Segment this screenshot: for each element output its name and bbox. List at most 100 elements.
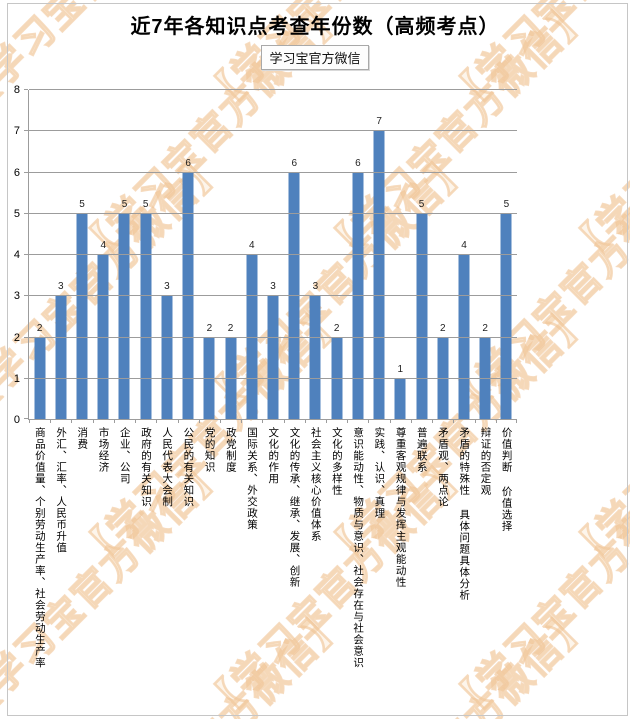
y-axis-label-1: 1 bbox=[13, 372, 20, 385]
y-tick-5 bbox=[24, 212, 28, 214]
x-tick bbox=[177, 419, 179, 423]
bar-value-label: 5 bbox=[503, 198, 510, 210]
y-tick-0 bbox=[24, 418, 28, 419]
bar-value-label: 4 bbox=[100, 240, 107, 251]
x-tick bbox=[304, 419, 306, 423]
bar-value-label: 5 bbox=[418, 198, 425, 210]
x-tick bbox=[347, 419, 349, 423]
x-tick bbox=[92, 419, 94, 423]
x-tick bbox=[495, 419, 497, 423]
chart-subtitle-wrap: 学习宝官方微信 bbox=[0, 45, 630, 70]
x-axis-category-label: 消费 bbox=[76, 427, 89, 450]
chart-title: 近7年各知识点考查年份数（高频考点） bbox=[130, 16, 500, 38]
bar bbox=[373, 130, 385, 419]
y-axis-label-6: 6 bbox=[13, 166, 20, 179]
gridline-4 bbox=[29, 254, 517, 255]
x-tick bbox=[283, 419, 285, 423]
chart-subtitle: 学习宝官方微信 bbox=[261, 45, 369, 70]
bar-column: 5 企业、公司 bbox=[114, 90, 135, 485]
x-axis-category-label: 外汇、汇率、人民币升值 bbox=[55, 427, 68, 554]
bar-column: 3 人民代表大会制 bbox=[156, 90, 177, 507]
x-tick bbox=[389, 419, 391, 423]
x-axis-category-label: 人民代表大会制 bbox=[161, 427, 174, 508]
x-tick bbox=[368, 419, 370, 423]
bar-value-label: 2 bbox=[36, 322, 43, 334]
x-axis-category-label: 企业、公司 bbox=[118, 427, 131, 485]
bar-value-label: 5 bbox=[79, 198, 85, 210]
watermark-tile: 【学习宝官方微信】 bbox=[560, 0, 630, 276]
x-tick bbox=[71, 419, 73, 423]
bar-column: 5 消费 bbox=[71, 90, 92, 450]
x-tick bbox=[241, 419, 243, 423]
y-axis-label-3: 3 bbox=[13, 290, 20, 303]
bar bbox=[76, 212, 88, 419]
x-tick bbox=[219, 419, 221, 423]
x-tick bbox=[326, 419, 328, 423]
bar bbox=[394, 377, 406, 419]
watermark-tile: 【学习宝官方微信】 bbox=[553, 591, 630, 719]
gridline-3 bbox=[29, 295, 517, 297]
gridline-1 bbox=[29, 377, 517, 379]
gridline-6 bbox=[29, 171, 517, 173]
x-axis-category-label: 市场经济 bbox=[97, 427, 110, 473]
bar-column: 1 尊重客观规律与发挥主观能动性 bbox=[390, 90, 411, 588]
gridline-8 bbox=[29, 89, 517, 90]
watermark-tile: 【学习宝官方微信】 bbox=[560, 294, 630, 580]
x-axis-category-label: 普遍联系 bbox=[415, 427, 428, 473]
y-tick-2 bbox=[24, 336, 28, 338]
bar-column: 5 价值判断 价值选择 bbox=[496, 90, 517, 532]
bar-value-label: 3 bbox=[312, 281, 319, 293]
bar bbox=[55, 295, 67, 419]
bar-value-label: 2 bbox=[482, 322, 488, 334]
bar bbox=[161, 295, 173, 419]
y-tick-3 bbox=[24, 295, 28, 297]
bar bbox=[500, 212, 512, 419]
bar bbox=[267, 295, 279, 419]
x-tick bbox=[432, 419, 434, 423]
gridline-2 bbox=[29, 336, 517, 338]
y-tick-7 bbox=[24, 130, 28, 132]
y-tick-4 bbox=[24, 254, 28, 255]
y-tick-6 bbox=[24, 171, 28, 173]
plot-area: 2 商品价值量、个别劳动生产率、社会劳动生产率 3 外汇、汇率、人民币升值 5 消费 4 市场… bbox=[24, 89, 517, 669]
watermark-tile: 【学习宝官方微信】 bbox=[63, 591, 356, 719]
bar-column: 3 外汇、汇率、人民币升值 bbox=[50, 90, 71, 553]
x-axis-category-label: 政府的有关知识 bbox=[139, 427, 152, 508]
y-axis-label-0: 0 bbox=[13, 414, 20, 426]
x-tick bbox=[29, 419, 30, 423]
x-tick bbox=[135, 419, 137, 423]
x-tick bbox=[50, 419, 52, 423]
x-tick bbox=[410, 419, 412, 423]
y-axis-label-4: 4 bbox=[13, 249, 20, 261]
x-axis-category-label: 政党制度 bbox=[224, 427, 237, 473]
bar-value-label: 3 bbox=[270, 281, 276, 293]
bar-value-label: 6 bbox=[355, 157, 361, 169]
bar-value-label: 6 bbox=[185, 157, 191, 169]
x-tick bbox=[198, 419, 200, 423]
x-tick bbox=[113, 419, 115, 423]
bar-value-label: 2 bbox=[206, 322, 213, 334]
bar-value-label: 2 bbox=[227, 322, 234, 334]
y-axis-label-8: 8 bbox=[13, 84, 20, 96]
x-axis-category-label: 辩证的否定观 bbox=[479, 427, 492, 496]
bar bbox=[416, 212, 428, 419]
bar-column: 3 文化的作用 bbox=[262, 90, 283, 484]
x-axis-category-label: 文化的多样性 bbox=[330, 427, 343, 496]
bar bbox=[309, 295, 321, 419]
bar-value-label: 4 bbox=[249, 240, 255, 251]
bar bbox=[118, 212, 130, 419]
bar-value-label: 1 bbox=[397, 363, 404, 375]
x-axis-category-label: 商品价值量、个别劳动生产率、社会劳动生产率 bbox=[33, 427, 46, 669]
x-tick bbox=[474, 419, 476, 423]
x-axis-category-label: 党的知识 bbox=[203, 427, 216, 473]
x-axis-category-label: 文化的传承、继承、发展、创新 bbox=[288, 427, 301, 588]
bar-value-label: 3 bbox=[58, 281, 64, 293]
x-tick bbox=[516, 419, 517, 423]
x-axis-category-label: 公民的有关知识 bbox=[182, 427, 195, 508]
x-axis-category-label: 价值判断 价值选择 bbox=[500, 427, 513, 532]
y-tick-1 bbox=[24, 377, 28, 379]
bar-column: 3 社会主义核心价值体系 bbox=[305, 90, 326, 542]
bar-value-label: 4 bbox=[461, 240, 467, 251]
bar-column: 7 实践、认识、真理 bbox=[369, 90, 390, 519]
